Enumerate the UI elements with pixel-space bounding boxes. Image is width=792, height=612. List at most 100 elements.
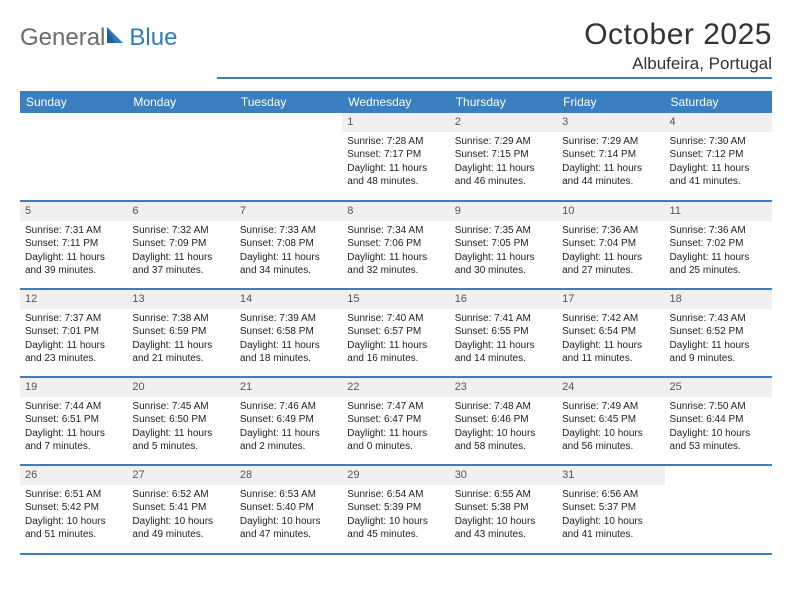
daylight-text: Daylight: 10 hours and 58 minutes. — [455, 427, 552, 454]
weekday-header-row: Sunday Monday Tuesday Wednesday Thursday… — [20, 91, 772, 113]
day-number: 29 — [342, 466, 449, 485]
day-details: Sunrise: 7:41 AMSunset: 6:55 PMDaylight:… — [455, 312, 552, 366]
day-number: 6 — [127, 202, 234, 221]
weekday-header: Friday — [557, 91, 664, 113]
calendar-table: Sunday Monday Tuesday Wednesday Thursday… — [20, 91, 772, 553]
sunrise-text: Sunrise: 7:48 AM — [455, 400, 552, 414]
sunrise-text: Sunrise: 7:29 AM — [455, 135, 552, 149]
calendar-day-cell — [235, 113, 342, 201]
daylight-text: Daylight: 11 hours and 2 minutes. — [240, 427, 337, 454]
weekday-header: Wednesday — [342, 91, 449, 113]
day-number: 16 — [450, 290, 557, 309]
day-number: 24 — [557, 378, 664, 397]
weekday-header: Thursday — [450, 91, 557, 113]
calendar-day-cell — [665, 465, 772, 553]
day-details: Sunrise: 7:38 AMSunset: 6:59 PMDaylight:… — [132, 312, 229, 366]
sunset-text: Sunset: 6:58 PM — [240, 325, 337, 339]
day-number: 27 — [127, 466, 234, 485]
day-number: 8 — [342, 202, 449, 221]
calendar-day-cell: 11 Sunrise: 7:36 AMSunset: 7:02 PMDayligh… — [665, 201, 772, 289]
calendar-day-cell: 18 Sunrise: 7:43 AMSunset: 6:52 PMDayligh… — [665, 289, 772, 377]
weekday-header: Sunday — [20, 91, 127, 113]
day-details: Sunrise: 7:40 AMSunset: 6:57 PMDaylight:… — [347, 312, 444, 366]
sunrise-text: Sunrise: 7:44 AM — [25, 400, 122, 414]
daylight-text: Daylight: 10 hours and 47 minutes. — [240, 515, 337, 542]
day-details: Sunrise: 7:45 AMSunset: 6:50 PMDaylight:… — [132, 400, 229, 454]
daylight-text: Daylight: 11 hours and 25 minutes. — [670, 251, 767, 278]
daylight-text: Daylight: 11 hours and 32 minutes. — [347, 251, 444, 278]
day-number: 15 — [342, 290, 449, 309]
day-details: Sunrise: 7:46 AMSunset: 6:49 PMDaylight:… — [240, 400, 337, 454]
sunrise-text: Sunrise: 6:54 AM — [347, 488, 444, 502]
day-details: Sunrise: 6:54 AMSunset: 5:39 PMDaylight:… — [347, 488, 444, 542]
day-details: Sunrise: 7:32 AMSunset: 7:09 PMDaylight:… — [132, 224, 229, 278]
calendar-day-cell: 19Sunrise: 7:44 AMSunset: 6:51 PMDayligh… — [20, 377, 127, 465]
sunset-text: Sunset: 5:39 PM — [347, 501, 444, 515]
sunset-text: Sunset: 6:54 PM — [562, 325, 659, 339]
daylight-text: Daylight: 11 hours and 34 minutes. — [240, 251, 337, 278]
day-details: Sunrise: 7:44 AMSunset: 6:51 PMDaylight:… — [25, 400, 122, 454]
day-number: 31 — [557, 466, 664, 485]
calendar-day-cell: 21 Sunrise: 7:46 AMSunset: 6:49 PMDayligh… — [235, 377, 342, 465]
sunset-text: Sunset: 5:40 PM — [240, 501, 337, 515]
day-number: 9 — [450, 202, 557, 221]
sunset-text: Sunset: 7:09 PM — [132, 237, 229, 251]
sunrise-text: Sunrise: 7:40 AM — [347, 312, 444, 326]
calendar-day-cell: 26Sunrise: 6:51 AMSunset: 5:42 PMDayligh… — [20, 465, 127, 553]
day-details: Sunrise: 7:30 AMSunset: 7:12 PMDaylight:… — [670, 135, 767, 189]
day-number: 11 — [665, 202, 772, 221]
sunrise-text: Sunrise: 7:36 AM — [670, 224, 767, 238]
calendar-day-cell: 6 Sunrise: 7:32 AMSunset: 7:09 PMDaylight… — [127, 201, 234, 289]
sunset-text: Sunset: 7:11 PM — [25, 237, 122, 251]
sunset-text: Sunset: 7:04 PM — [562, 237, 659, 251]
sunset-text: Sunset: 6:59 PM — [132, 325, 229, 339]
day-details: Sunrise: 7:50 AMSunset: 6:44 PMDaylight:… — [670, 400, 767, 454]
sunrise-text: Sunrise: 7:36 AM — [562, 224, 659, 238]
day-number: 23 — [450, 378, 557, 397]
day-number: 30 — [450, 466, 557, 485]
day-number: 18 — [665, 290, 772, 309]
sunrise-text: Sunrise: 7:49 AM — [562, 400, 659, 414]
calendar-week-row: 5Sunrise: 7:31 AMSunset: 7:11 PMDaylight… — [20, 201, 772, 289]
calendar-day-cell: 28Sunrise: 6:53 AMSunset: 5:40 PMDayligh… — [235, 465, 342, 553]
daylight-text: Daylight: 11 hours and 27 minutes. — [562, 251, 659, 278]
day-details: Sunrise: 7:43 AMSunset: 6:52 PMDaylight:… — [670, 312, 767, 366]
sunrise-text: Sunrise: 6:53 AM — [240, 488, 337, 502]
brand-part1: General — [20, 24, 105, 52]
sunset-text: Sunset: 5:41 PM — [132, 501, 229, 515]
day-number: 17 — [557, 290, 664, 309]
sunset-text: Sunset: 6:55 PM — [455, 325, 552, 339]
day-number: 21 — [235, 378, 342, 397]
daylight-text: Daylight: 11 hours and 18 minutes. — [240, 339, 337, 366]
calendar-day-cell: 5Sunrise: 7:31 AMSunset: 7:11 PMDaylight… — [20, 201, 127, 289]
sunset-text: Sunset: 6:51 PM — [25, 413, 122, 427]
daylight-text: Daylight: 11 hours and 0 minutes. — [347, 427, 444, 454]
weekday-header: Monday — [127, 91, 234, 113]
calendar-day-cell: 30Sunrise: 6:55 AMSunset: 5:38 PMDayligh… — [450, 465, 557, 553]
calendar-week-row: 26Sunrise: 6:51 AMSunset: 5:42 PMDayligh… — [20, 465, 772, 553]
sunrise-text: Sunrise: 7:30 AM — [670, 135, 767, 149]
weekday-header: Saturday — [665, 91, 772, 113]
sunset-text: Sunset: 6:47 PM — [347, 413, 444, 427]
sail-icon — [105, 25, 127, 45]
day-number: 7 — [235, 202, 342, 221]
sunset-text: Sunset: 5:42 PM — [25, 501, 122, 515]
daylight-text: Daylight: 11 hours and 9 minutes. — [670, 339, 767, 366]
calendar-day-cell: 9Sunrise: 7:35 AMSunset: 7:05 PMDaylight… — [450, 201, 557, 289]
day-details: Sunrise: 6:51 AMSunset: 5:42 PMDaylight:… — [25, 488, 122, 542]
sunrise-text: Sunrise: 6:51 AM — [25, 488, 122, 502]
sunrise-text: Sunrise: 7:50 AM — [670, 400, 767, 414]
sunrise-text: Sunrise: 7:35 AM — [455, 224, 552, 238]
day-details: Sunrise: 6:52 AMSunset: 5:41 PMDaylight:… — [132, 488, 229, 542]
day-details: Sunrise: 7:39 AMSunset: 6:58 PMDaylight:… — [240, 312, 337, 366]
weekday-header: Tuesday — [235, 91, 342, 113]
title-block: October 2025 Albufeira, Portugal — [217, 18, 772, 79]
day-number: 5 — [20, 202, 127, 221]
calendar-day-cell: 2Sunrise: 7:29 AMSunset: 7:15 PMDaylight… — [450, 113, 557, 201]
calendar-week-row: 19Sunrise: 7:44 AMSunset: 6:51 PMDayligh… — [20, 377, 772, 465]
sunset-text: Sunset: 7:05 PM — [455, 237, 552, 251]
sunset-text: Sunset: 7:02 PM — [670, 237, 767, 251]
sunrise-text: Sunrise: 7:38 AM — [132, 312, 229, 326]
bottom-rule — [20, 553, 772, 555]
sunset-text: Sunset: 6:50 PM — [132, 413, 229, 427]
